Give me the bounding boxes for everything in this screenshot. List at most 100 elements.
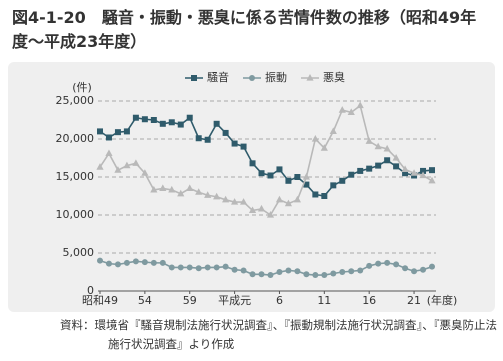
data-point [239, 198, 248, 205]
data-point [357, 267, 364, 274]
data-point [96, 163, 104, 170]
data-point [329, 127, 337, 134]
legend-marker [249, 75, 255, 81]
data-point [222, 263, 229, 270]
data-point [338, 106, 346, 113]
data-point [249, 160, 256, 167]
legend-label: 振動 [265, 70, 287, 84]
data-point [141, 169, 149, 176]
data-point [240, 143, 247, 150]
data-point [266, 211, 275, 218]
data-point [429, 167, 435, 174]
data-point [356, 101, 364, 109]
data-point [177, 264, 184, 271]
data-point [249, 271, 256, 278]
data-point [150, 117, 157, 123]
data-point [410, 169, 418, 176]
data-point [348, 171, 355, 178]
data-point [195, 265, 202, 272]
x-tick-label: 21 [407, 294, 421, 307]
legend-label: 騒音 [207, 70, 229, 84]
data-point [429, 263, 435, 270]
y-tick-label: 10,000 [56, 208, 95, 221]
data-point [276, 269, 283, 275]
data-point [293, 195, 302, 203]
series-line [99, 104, 433, 217]
data-point [392, 154, 400, 161]
data-point [302, 173, 310, 180]
data-point [330, 182, 337, 189]
data-point [168, 185, 176, 193]
legend-marker [191, 75, 197, 81]
data-point [186, 184, 194, 191]
y-tick-label: 25,000 [56, 94, 95, 107]
data-point [105, 134, 112, 141]
data-point [401, 165, 409, 172]
data-point [366, 262, 373, 269]
data-point [428, 176, 436, 184]
data-point [303, 271, 310, 278]
x-axis-label: (年度) [427, 293, 458, 307]
data-point [419, 171, 427, 179]
data-point [321, 193, 328, 199]
data-point [186, 114, 193, 121]
data-point [294, 174, 301, 180]
series-line [99, 116, 433, 197]
data-point [276, 166, 283, 173]
data-point [177, 121, 184, 128]
data-point [411, 268, 418, 275]
data-point [393, 261, 400, 268]
data-point [141, 116, 148, 123]
data-point [123, 161, 131, 169]
y-axis-label: (件) [72, 81, 92, 94]
data-point [258, 170, 265, 177]
x-tick-label: 平成元 [218, 294, 251, 307]
data-point [222, 195, 230, 203]
data-point [150, 259, 157, 266]
data-point [420, 266, 427, 273]
legend-label: 悪臭 [323, 70, 345, 84]
data-point [384, 157, 391, 164]
data-point [248, 206, 257, 214]
data-point [132, 159, 140, 166]
x-tick-label: 昭和49 [82, 294, 118, 307]
data-point [114, 261, 121, 268]
data-point [168, 264, 175, 271]
y-tick-label: 15,000 [56, 170, 95, 183]
legend-marker [306, 74, 314, 81]
y-tick-label: 20,000 [56, 132, 95, 145]
series-line [99, 259, 433, 276]
data-point [159, 120, 166, 127]
data-point [105, 149, 113, 157]
data-point [132, 114, 139, 121]
data-point [312, 272, 319, 279]
data-point [222, 129, 229, 136]
data-point [339, 177, 346, 184]
x-tick-label: 59 [183, 294, 197, 307]
data-point [204, 191, 212, 198]
data-point [402, 170, 409, 177]
data-point [177, 189, 185, 197]
data-point [230, 198, 239, 205]
source-note: 資料：環境省『騒音規制法施行状況調査』、『振動規制法施行状況調査』、『悪臭防止法… [60, 318, 497, 351]
data-point [114, 129, 121, 136]
chart-title: 図4-1-20 騒音・振動・悪臭に係る苦情件数の推移（昭和49年度〜平成23年度… [12, 8, 477, 51]
data-point [114, 166, 122, 173]
data-point [159, 184, 167, 191]
data-point [204, 136, 211, 143]
data-point [195, 135, 202, 142]
data-point [186, 264, 193, 271]
data-point [275, 195, 284, 203]
data-point [347, 108, 355, 115]
data-point [357, 167, 364, 174]
data-point [348, 268, 355, 275]
x-tick-label: 6 [276, 294, 283, 307]
x-tick-label: 16 [362, 294, 376, 307]
data-point [285, 177, 292, 184]
data-point [97, 257, 103, 264]
data-point [213, 192, 221, 200]
data-point [285, 267, 292, 274]
data-point [375, 162, 382, 169]
data-point [366, 165, 373, 172]
